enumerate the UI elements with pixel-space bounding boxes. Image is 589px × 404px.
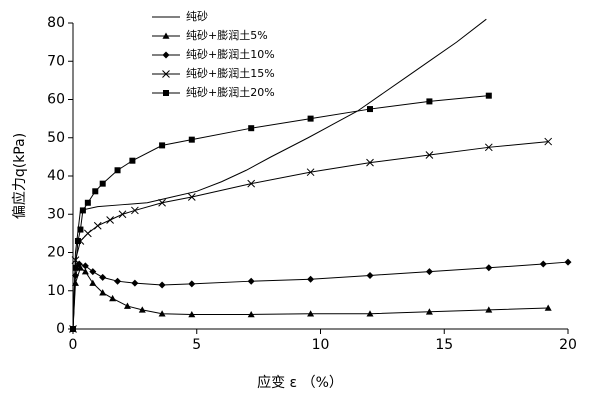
legend-label: 纯砂+膨润土5% (186, 28, 268, 42)
data-point (188, 310, 196, 318)
x-tick-label: 20 (559, 337, 577, 353)
y-tick-label: 10 (47, 283, 65, 299)
x-tick-label: 10 (312, 337, 330, 353)
data-point (109, 294, 117, 302)
data-point (129, 157, 136, 164)
data-point (92, 188, 99, 195)
data-point (123, 302, 131, 309)
data-point (485, 306, 493, 313)
data-point (138, 306, 146, 313)
data-point (76, 264, 84, 271)
data-point (366, 310, 374, 317)
data-point (71, 256, 80, 265)
data-point (425, 308, 433, 315)
data-point (425, 268, 433, 276)
data-point (89, 279, 97, 286)
data-point (484, 143, 493, 152)
data-point (307, 275, 315, 283)
data-point (77, 226, 84, 233)
data-point (70, 326, 76, 332)
x-axis-label: 应变 ε （%） (257, 374, 343, 391)
data-point (306, 168, 315, 177)
y-tick-label: 50 (47, 130, 65, 146)
data-point (159, 142, 166, 149)
data-point (83, 229, 92, 238)
data-point (158, 310, 166, 317)
data-point (114, 167, 121, 174)
legend-label: 纯砂 (186, 10, 208, 23)
series-line (72, 95, 489, 330)
data-point (89, 268, 97, 276)
legend-marker (162, 51, 170, 59)
data-point (539, 260, 547, 268)
data-point (72, 264, 79, 271)
data-point (81, 262, 89, 270)
data-point (247, 179, 256, 188)
legend-label: 纯砂+膨润土15% (186, 66, 275, 80)
data-point (99, 273, 107, 281)
data-point (99, 289, 107, 296)
data-point (247, 277, 255, 285)
data-point (544, 304, 552, 311)
series-line (72, 18, 487, 330)
data-point (81, 268, 89, 275)
data-point (79, 207, 86, 214)
data-point (366, 271, 374, 279)
data-point (188, 136, 195, 143)
data-point (158, 281, 166, 289)
y-axis-label: 偏应力q(kPa) (11, 133, 28, 219)
x-tick-label: 0 (69, 337, 78, 353)
y-tick-label: 60 (47, 92, 65, 108)
data-point (367, 106, 373, 113)
data-point (307, 115, 314, 122)
data-point (158, 198, 166, 207)
data-point (106, 216, 114, 224)
data-point (247, 310, 255, 318)
data-point (114, 277, 122, 285)
y-tick-label: 20 (47, 245, 65, 261)
data-point (426, 98, 433, 105)
data-point (248, 125, 255, 132)
data-point (99, 180, 106, 187)
x-tick-label: 15 (435, 337, 453, 353)
series-line (72, 141, 549, 330)
data-point (131, 279, 139, 287)
data-point (118, 210, 127, 219)
data-point (188, 280, 196, 288)
data-point (485, 92, 492, 99)
data-point (485, 264, 493, 272)
legend-marker (162, 70, 170, 78)
data-point (564, 258, 572, 266)
data-point (425, 151, 434, 159)
y-tick-label: 80 (47, 15, 65, 31)
data-point (84, 199, 91, 206)
y-tick-label: 0 (56, 321, 65, 337)
legend-label: 纯砂+膨润土20% (186, 85, 275, 99)
x-tick-label: 5 (192, 337, 201, 353)
y-tick-label: 30 (47, 206, 65, 222)
data-point (366, 158, 374, 167)
series-line (72, 261, 569, 330)
legend-marker (163, 90, 169, 96)
data-point (131, 206, 139, 215)
data-point (544, 137, 553, 146)
data-point (187, 193, 196, 201)
legend-marker (162, 32, 170, 39)
data-point (93, 221, 102, 230)
data-point (307, 310, 315, 317)
y-tick-label: 70 (47, 53, 65, 69)
data-point (74, 238, 81, 245)
legend-label: 纯砂+膨润土10% (186, 47, 275, 61)
y-tick-label: 40 (47, 168, 65, 184)
